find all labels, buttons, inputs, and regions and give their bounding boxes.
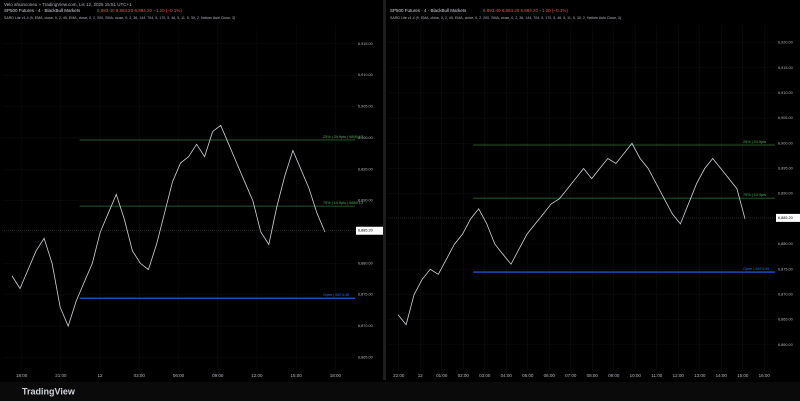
x-tick-label: 03:00	[479, 373, 491, 378]
y-tick-label: 6,860.00	[778, 343, 793, 347]
x-tick-label: 01:00	[436, 373, 448, 378]
x-tick-label: 05:00	[522, 373, 534, 378]
x-tick-label: 15:00	[291, 373, 303, 378]
y-tick-label: 6,880.00	[778, 242, 793, 246]
brand: TradingView	[22, 386, 76, 396]
x-tick-label: 15:00	[737, 373, 749, 378]
x-tick-label: 16:00	[759, 373, 771, 378]
y-tick-label: 6,865.00	[778, 318, 793, 322]
x-tick-label: 18:00	[330, 373, 342, 378]
y-tick-label: 6,890.00	[778, 192, 793, 196]
x-tick-label: 06:00	[544, 373, 556, 378]
level-label: Open | 6874.45	[743, 267, 769, 271]
snapshot-caption: Velo ahuinconeu » TradingView.com, Lis 1…	[4, 2, 132, 7]
x-tick-label: 12:00	[673, 373, 685, 378]
x-tick-label: 07:00	[565, 373, 577, 378]
y-tick-label: 6,920.00	[778, 41, 793, 45]
price-line	[11, 124, 326, 328]
y-tick-label: 6,895.00	[358, 167, 373, 171]
y-tick-label: 6,875.00	[778, 267, 793, 271]
price-tag-bg	[356, 226, 383, 235]
x-tick-label: 11:00	[651, 373, 662, 378]
level-label: Open | 6874.45	[323, 293, 349, 297]
y-tick-label: 6,870.00	[358, 324, 373, 328]
x-tick-label: 13:00	[694, 373, 706, 378]
price-tag: 6,885.20	[358, 229, 373, 233]
panel-title: SP500 Futures · 4 · BlackBull Markets	[4, 8, 81, 13]
y-tick-label: 6,900.00	[358, 136, 373, 140]
y-tick-label: 6,890.00	[358, 199, 373, 203]
y-tick-label: 6,915.00	[358, 42, 373, 46]
level-label: 75% | 14.9pts	[743, 193, 766, 197]
price-tag: 6,885.20	[778, 216, 793, 220]
y-tick-label: 6,895.00	[778, 167, 793, 171]
y-tick-label: 6,915.00	[778, 66, 793, 70]
x-tick-label: 04:00	[501, 373, 513, 378]
price-tag-bg	[776, 213, 800, 222]
indicator-legend: SARD Lite v1.4 (9, EMA, close, 0, 2, 45,…	[4, 16, 235, 20]
panel-title: SP500 Futures · 4 · BlackBull Markets	[390, 8, 467, 13]
x-tick-label: 14:00	[716, 373, 728, 378]
level-label: 75% | 14.9pts | 6889.13	[323, 201, 363, 205]
x-tick-label: 12	[98, 373, 104, 378]
y-tick-label: 6,910.00	[778, 91, 793, 95]
x-tick-label: 12:00	[251, 373, 263, 378]
y-tick-label: 6,880.00	[358, 261, 373, 265]
level-label: 25% | 24.9pts | 6899.67	[323, 135, 363, 139]
x-tick-label: 03:00	[134, 373, 146, 378]
x-tick-label: 18:00	[16, 373, 28, 378]
x-tick-label: 21:00	[55, 373, 67, 378]
y-tick-label: 6,870.00	[778, 292, 793, 296]
y-tick-label: 6,910.00	[358, 73, 373, 77]
footer-bar	[0, 382, 800, 401]
level-label: 25% | 24.9pts	[743, 140, 766, 144]
y-tick-label: 6,905.00	[358, 105, 373, 109]
y-tick-label: 6,905.00	[778, 116, 793, 120]
x-tick-label: 12	[418, 373, 424, 378]
y-tick-label: 6,900.00	[778, 141, 793, 145]
x-tick-label: 09:00	[212, 373, 224, 378]
price-line	[397, 142, 746, 326]
x-tick-label: 08:00	[587, 373, 599, 378]
x-tick-label: 09:00	[608, 373, 620, 378]
indicator-legend: SARD Lite v1.4 (9, EMA, close, 0, 2, 45,…	[390, 16, 621, 20]
panel-ohlc: 6,893.40 6,893.20 6,884.20 −1.20 (−0.1%)	[97, 8, 182, 13]
x-tick-label: 02:00	[458, 373, 470, 378]
y-tick-label: 6,865.00	[358, 355, 373, 359]
y-tick-label: 6,875.00	[358, 293, 373, 297]
x-tick-label: 06:00	[173, 373, 185, 378]
panel-ohlc: 6,893.40 6,893.20 6,884.20 −1.20 (−0.1%)	[483, 8, 568, 13]
x-tick-label: 10:00	[630, 373, 642, 378]
x-tick-label: 22:00	[393, 373, 405, 378]
panel-divider	[383, 0, 386, 380]
